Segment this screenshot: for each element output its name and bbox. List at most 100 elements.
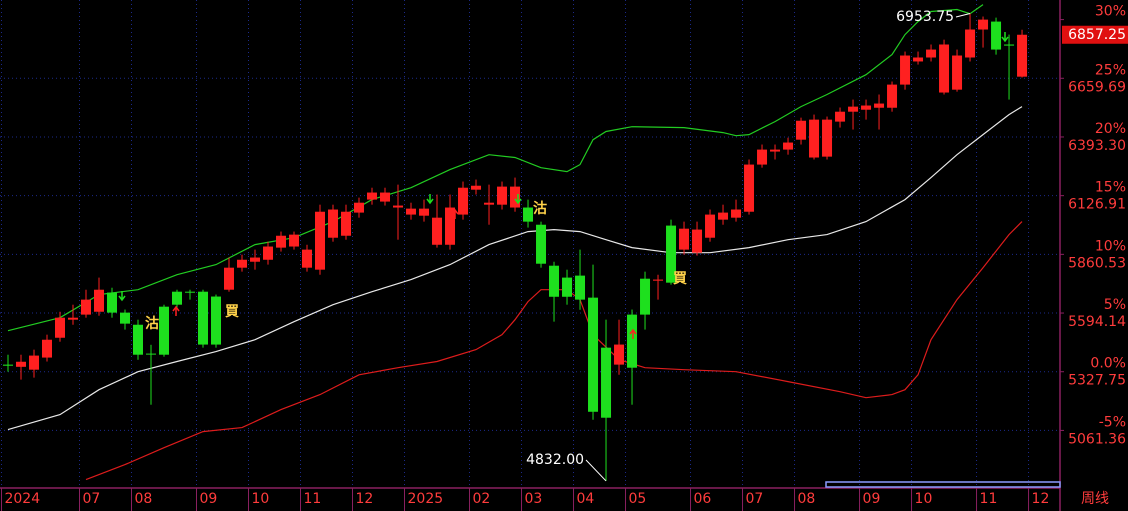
candle-body <box>289 234 300 247</box>
candle-body <box>861 105 872 110</box>
buy-arrow <box>629 328 637 339</box>
candle-body <box>263 246 274 260</box>
candle-body <box>757 149 768 165</box>
candle-body <box>523 207 534 222</box>
candle-body <box>432 217 443 245</box>
buy-arrow <box>451 208 459 219</box>
candle-body <box>380 192 391 202</box>
last-price-box <box>1062 25 1128 44</box>
sell-arrow <box>118 291 126 302</box>
sell-arrow <box>426 194 434 205</box>
x-tick-label: 08 <box>135 491 153 507</box>
candle-body <box>952 55 963 90</box>
candle-body <box>1004 44 1015 46</box>
x-tick-label: 2025 <box>408 491 444 507</box>
y2-tick-label: 0.0% <box>1090 356 1126 372</box>
candle-body <box>419 208 430 216</box>
candle-body <box>627 314 638 368</box>
candle-body <box>770 149 781 152</box>
candle-body <box>796 120 807 140</box>
candle-body <box>978 19 989 30</box>
low-pointer <box>585 459 607 482</box>
candle-body <box>549 265 560 297</box>
candle-body <box>588 297 599 412</box>
x-tick-label: 05 <box>629 491 647 507</box>
candle-body <box>80 299 91 315</box>
candle-body <box>198 291 209 345</box>
candle-body <box>93 289 104 312</box>
scrollbar[interactable] <box>825 481 1061 488</box>
candle-body <box>965 29 976 58</box>
x-tick-label: 02 <box>473 491 491 507</box>
candle-body <box>120 312 131 324</box>
x-tick-label: 2024 <box>4 491 40 507</box>
plot <box>2 4 1028 481</box>
band-line <box>7 106 1023 431</box>
candle-body <box>731 209 742 218</box>
buy-arrow <box>172 305 180 316</box>
signal-label: 買 <box>673 271 688 287</box>
y-tick-label: 5327.75 <box>1068 373 1126 389</box>
candle-body <box>692 229 703 253</box>
candle-body <box>445 207 456 245</box>
candle-body <box>809 119 820 158</box>
candle-body <box>640 278 651 315</box>
candle-body <box>848 106 859 112</box>
candle-body <box>224 267 235 290</box>
candle-body <box>575 275 586 300</box>
candle-body <box>67 317 78 320</box>
candle-body <box>900 55 911 85</box>
y-tick-label: 5594.14 <box>1068 314 1126 330</box>
x-tick-label: 04 <box>577 491 595 507</box>
y-tick-label: 6393.30 <box>1068 138 1126 154</box>
candle-body <box>1017 34 1028 77</box>
candle-body <box>744 164 755 212</box>
candle-body <box>926 49 937 58</box>
candle-body <box>874 103 885 108</box>
candle-body <box>835 111 846 122</box>
x-tick-label: 07 <box>82 491 100 507</box>
candle-body <box>991 21 1002 50</box>
high-label: 6953.75 <box>896 9 954 25</box>
candle-body <box>497 186 508 205</box>
y2-tick-label: -5% <box>1099 414 1126 430</box>
y2-tick-label: 5% <box>1104 297 1126 313</box>
candle-body <box>133 324 144 355</box>
signal-label: 沽 <box>533 200 547 217</box>
x-tick-label: 08 <box>798 491 816 507</box>
candle-body <box>562 277 573 297</box>
candle-body <box>328 209 339 238</box>
candle-body <box>2 364 13 366</box>
candle-body <box>237 259 248 268</box>
candle-body <box>614 344 625 365</box>
x-tick-label: 10 <box>915 491 933 507</box>
y-tick-label: 6659.69 <box>1068 79 1126 95</box>
x-tick-label: 11 <box>304 491 322 507</box>
low-label: 4832.00 <box>526 452 584 468</box>
buy-arrow <box>953 57 961 68</box>
candle-body <box>406 208 417 215</box>
sell-arrow <box>1001 32 1009 43</box>
candle-body <box>718 212 729 220</box>
candle-body <box>822 119 833 157</box>
band-line <box>7 4 984 332</box>
candle-body <box>510 186 521 208</box>
candle-body <box>653 279 664 281</box>
x-tick-label: 03 <box>525 491 543 507</box>
signal-label: 買 <box>225 304 240 320</box>
candle-body <box>939 44 950 93</box>
candle-body <box>276 235 287 248</box>
y-tick-label: 5061.36 <box>1068 431 1126 447</box>
x-tick-label: 12 <box>1032 491 1050 507</box>
candle-body <box>106 292 117 313</box>
candle-body <box>913 57 924 62</box>
last-price: 6857.25 <box>1068 27 1126 43</box>
candle-body <box>54 317 65 338</box>
signal-label: 沽 <box>145 315 159 332</box>
candle-body <box>471 185 482 190</box>
candle-body <box>211 296 222 345</box>
x-tick-label: 12 <box>356 491 374 507</box>
y2-tick-label: 20% <box>1095 121 1126 137</box>
